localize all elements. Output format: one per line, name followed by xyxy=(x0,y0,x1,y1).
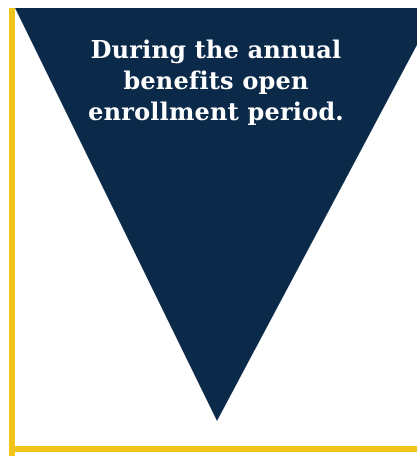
callout-text: During the annual benefits open enrollme… xyxy=(88,35,344,126)
frame-bottom-border xyxy=(9,446,417,452)
frame-left-border xyxy=(9,8,15,456)
triangle-fill xyxy=(15,8,417,421)
